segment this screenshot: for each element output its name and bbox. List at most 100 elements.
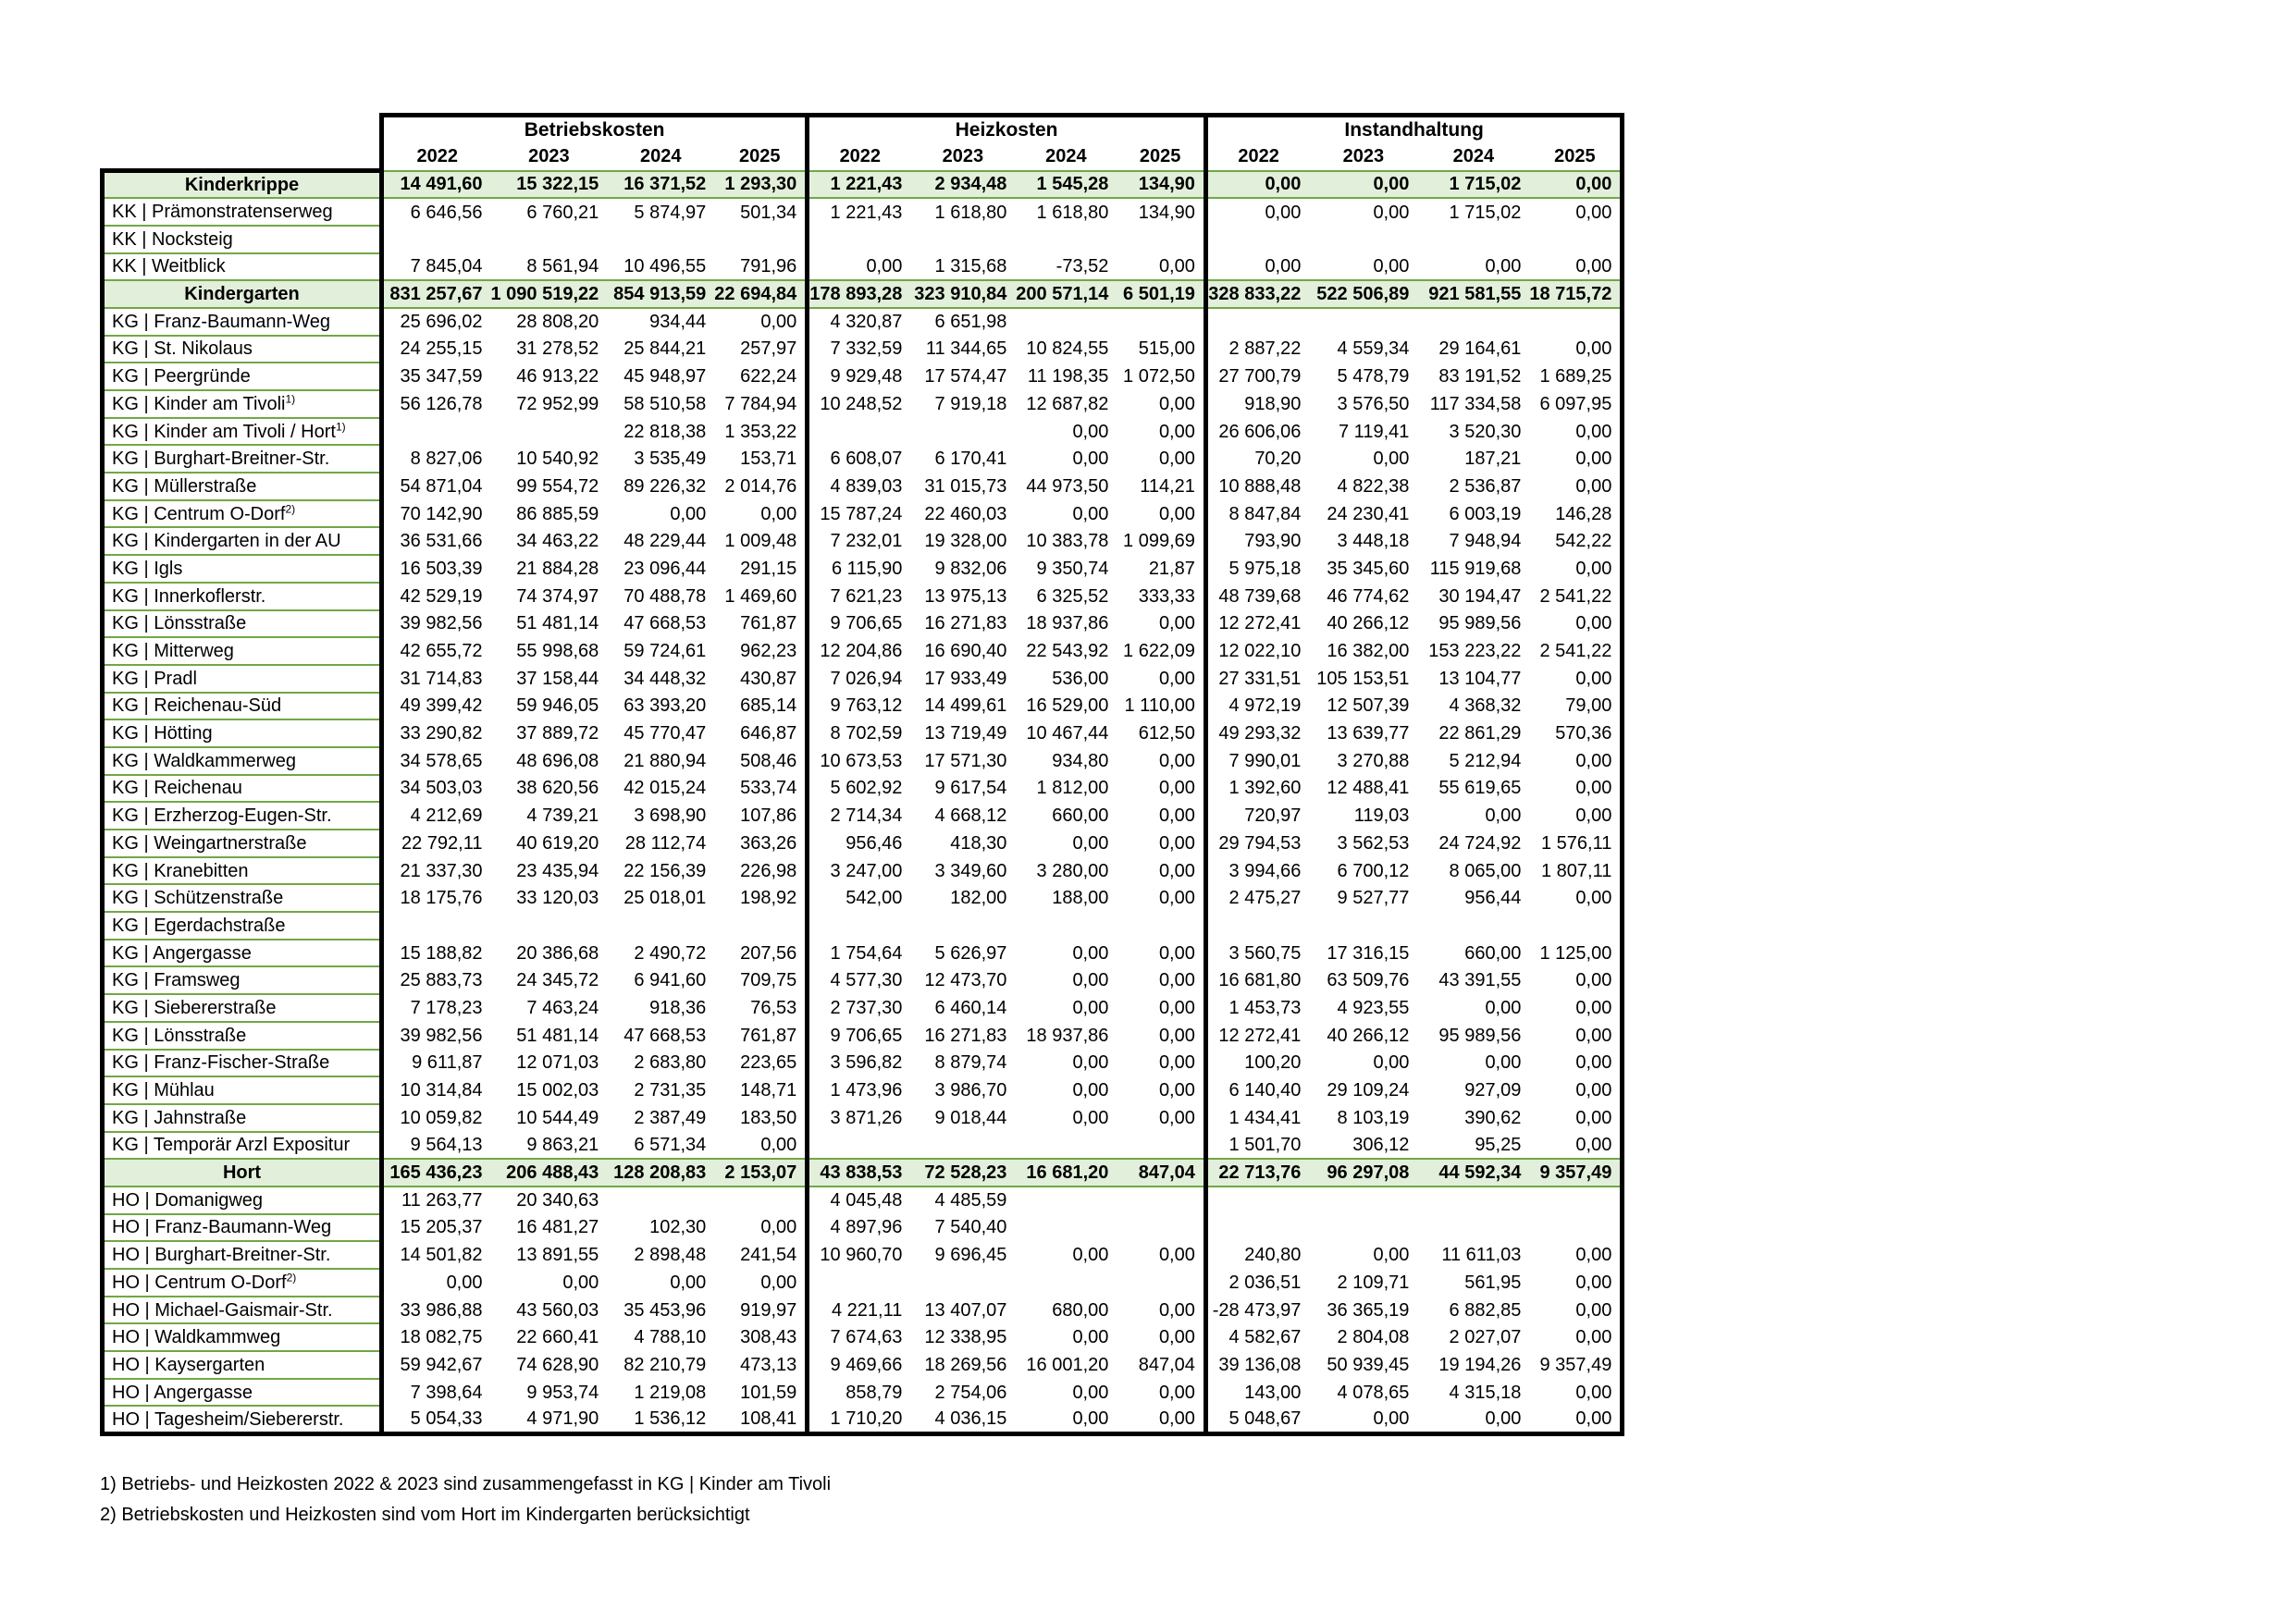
row-label: KG | Lönsstraße	[100, 609, 384, 639]
row-label: KG | St. Nikolaus	[100, 334, 384, 364]
cell-ih-2025: 0,00	[1529, 198, 1625, 226]
cell-hk-2024: 0,00	[1015, 830, 1117, 857]
cell-ih-2023: 3 576,50	[1309, 390, 1418, 418]
cell-ih-2024: 0,00	[1417, 1406, 1530, 1436]
cell-ih-2022: 143,00	[1203, 1378, 1310, 1407]
cell-hk-2022: 12 204,86	[805, 637, 911, 665]
cell-ih-2024: 927,09	[1417, 1076, 1530, 1104]
cell-hk-2025	[1117, 1213, 1206, 1242]
table-row: KG | Hötting 33 290,82 37 889,72 45 770,47 6…	[100, 719, 1625, 748]
cell-hk-2023	[910, 225, 1016, 253]
cell-hk-2023: 9 832,06	[910, 555, 1016, 583]
cell-hk-2024: 0,00	[1015, 1406, 1117, 1436]
cell-ih-2024: 95 989,56	[1417, 609, 1530, 638]
table-row: KG | Angergasse 15 188,82 20 386,68 2 490,7…	[100, 938, 1625, 968]
row-label-text: KG | Franz-Fischer-Straße	[112, 1052, 330, 1074]
cell-bk-2023: 51 481,14	[490, 609, 608, 638]
row-label: KG | Waldkammerweg	[100, 745, 384, 776]
cell-bk-2022: 59 942,67	[379, 1351, 491, 1379]
cell-ih-2024: 55 619,65	[1417, 774, 1530, 803]
cell-hk-2022: 956,46	[805, 830, 911, 857]
table-body: Kinderkrippe 14 491,60 15 322,15 16 371,52 1…	[100, 168, 1625, 1436]
cell-bk-2022: 18 082,75	[379, 1323, 491, 1352]
cell-hk-2024: 11 198,35	[1015, 363, 1117, 390]
cell-hk-2025: 515,00	[1117, 335, 1206, 363]
year-header-hk-2024: 2024	[1015, 142, 1117, 171]
cell-hk-2025: 0,00	[1117, 856, 1206, 885]
cell-hk-2024: 0,00	[1015, 939, 1117, 967]
row-label-text: HO | Angergasse	[112, 1382, 253, 1403]
cell-ih-2025: 0,00	[1529, 1103, 1625, 1132]
cell-ih-2022: 1 434,41	[1203, 1103, 1310, 1132]
year-header-bk-2024: 2024	[607, 142, 715, 171]
cell-bk-2022: 33 290,82	[379, 719, 491, 747]
year-header-bk-2022: 2022	[379, 142, 491, 171]
cell-hk-2023: 17 574,47	[910, 363, 1016, 390]
cell-bk-2023: 6 760,21	[490, 198, 608, 226]
cell-hk-2023: 17 571,30	[910, 746, 1016, 775]
cell-ih-2024	[1417, 225, 1530, 253]
cell-bk-2022: 35 347,59	[379, 363, 491, 390]
cell-hk-2025: 0,00	[1117, 499, 1206, 528]
cell-hk-2024: -73,52	[1015, 252, 1117, 281]
cell-bk-2025: 291,15	[714, 555, 808, 583]
row-label: KG | Egerdachstraße	[100, 911, 384, 941]
row-label: KK | Nocksteig	[100, 224, 384, 254]
cell-bk-2025	[714, 912, 808, 940]
cell-ih-2024: 7 948,94	[1417, 527, 1530, 556]
cell-hk-2023: 323 910,84	[910, 279, 1016, 309]
cell-bk-2025: 0,00	[714, 1131, 808, 1160]
cell-bk-2025: 22 694,84	[714, 279, 808, 309]
cell-ih-2022: -28 473,97	[1203, 1296, 1310, 1324]
cell-bk-2022: 15 205,37	[379, 1213, 491, 1242]
cell-hk-2023: 11 344,65	[910, 335, 1016, 363]
row-label-text: KG | Kinder am Tivoli	[112, 393, 286, 414]
cell-bk-2024: 28 112,74	[607, 830, 715, 857]
table-row: KK | Prämonstratenserweg 6 646,56 6 760,21…	[100, 197, 1625, 227]
cell-hk-2025: 333,33	[1117, 582, 1206, 610]
cell-hk-2022: 7 026,94	[805, 664, 911, 693]
cell-ih-2025: 0,00	[1529, 1076, 1625, 1104]
row-label-text: KG | Kindergarten in der AU	[112, 531, 341, 552]
table-row: KG | Kinder am Tivoli / Hort1) 22 818,38 1…	[100, 416, 1625, 447]
cell-bk-2024: 3 535,49	[607, 445, 715, 473]
row-label: KK | Weitblick	[100, 252, 384, 282]
cell-bk-2025: 430,87	[714, 664, 808, 693]
cell-hk-2024: 0,00	[1015, 1378, 1117, 1407]
cell-ih-2025: 0,00	[1529, 1296, 1625, 1324]
year-header-row: 2022 2023 2024 2025 2022 2023 2024 2025 …	[102, 142, 1625, 171]
cell-hk-2025	[1117, 1186, 1206, 1214]
cell-bk-2024: 35 453,96	[607, 1296, 715, 1324]
cell-ih-2023: 0,00	[1309, 1406, 1418, 1436]
cell-bk-2024: 58 510,58	[607, 390, 715, 418]
row-label-text: KG | Igls	[112, 558, 183, 579]
cell-ih-2022: 793,90	[1203, 527, 1310, 556]
cell-ih-2023: 306,12	[1309, 1131, 1418, 1160]
cell-bk-2023: 12 071,03	[490, 1049, 608, 1077]
cell-bk-2023: 10 544,49	[490, 1103, 608, 1132]
cell-hk-2022: 2 714,34	[805, 802, 911, 830]
cell-hk-2024: 44 973,50	[1015, 473, 1117, 500]
cell-ih-2024: 24 724,92	[1417, 830, 1530, 857]
cell-ih-2025: 0,00	[1529, 994, 1625, 1022]
cell-ih-2023: 17 316,15	[1309, 939, 1418, 967]
cell-hk-2025: 847,04	[1117, 1351, 1206, 1379]
cell-ih-2025: 0,00	[1529, 746, 1625, 775]
row-label-text: Kindergarten	[184, 284, 300, 305]
cell-hk-2025: 0,00	[1117, 746, 1206, 775]
cell-bk-2022	[379, 912, 491, 940]
cell-hk-2025	[1117, 912, 1206, 940]
row-label: KG | Peergründe	[100, 362, 384, 391]
cell-hk-2022: 10 248,52	[805, 390, 911, 418]
cell-ih-2022	[1203, 1186, 1310, 1214]
cell-ih-2022: 70,20	[1203, 445, 1310, 473]
cell-bk-2024: 854 913,59	[607, 279, 715, 309]
cell-bk-2023: 206 488,43	[490, 1158, 608, 1187]
section-label: Hort	[100, 1158, 384, 1187]
cell-bk-2023: 0,00	[490, 1269, 608, 1297]
cell-ih-2023: 2 804,08	[1309, 1323, 1418, 1352]
cell-bk-2025: 226,98	[714, 856, 808, 885]
cell-bk-2024: 10 496,55	[607, 252, 715, 281]
cell-ih-2023: 3 562,53	[1309, 830, 1418, 857]
table-row: KG | Weingartnerstraße 22 792,11 40 619,20…	[100, 829, 1625, 858]
